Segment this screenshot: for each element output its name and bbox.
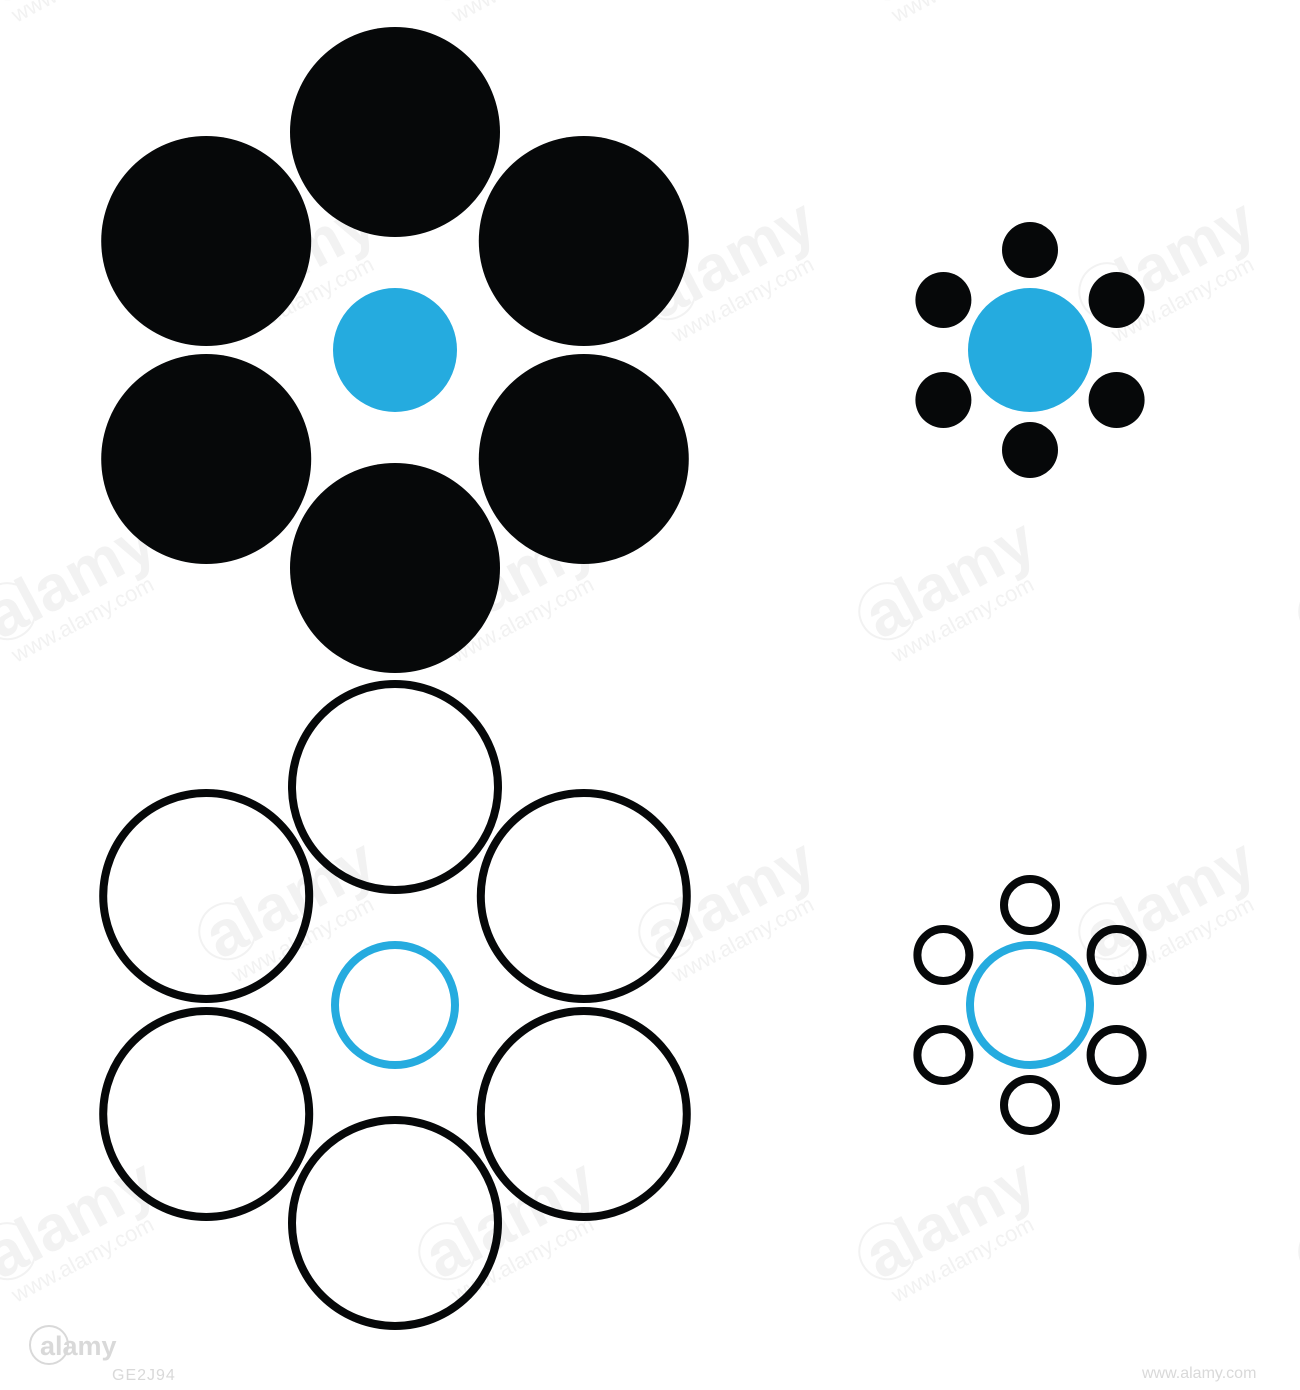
watermark-main: alamy xyxy=(1293,1143,1300,1292)
watermark-stamp: alamywww.alamy.com xyxy=(846,1143,1056,1312)
watermark-sub: www.alamy.com xyxy=(886,0,1038,28)
illusion-layer xyxy=(101,27,1144,1326)
top-left-filled-surround-circle xyxy=(479,354,689,564)
top-left-filled-surround-circle xyxy=(101,354,311,564)
top-left-filled-surround-circle xyxy=(479,136,689,346)
top-right-filled-surround-circle xyxy=(1002,222,1058,278)
watermark-main: alamy xyxy=(413,0,607,12)
top-left-filled-center-circle xyxy=(333,288,457,412)
watermark-a-ring xyxy=(1289,0,1300,9)
top-right-filled-surround-circle xyxy=(915,372,971,428)
watermark-stamp: alamywww.alamy.com xyxy=(406,1143,616,1312)
bottom-left-outline-surround-circle xyxy=(103,1011,309,1217)
watermark-stamp: alamywww.alamy.com xyxy=(406,0,616,33)
watermark-stamp: alamywww.alamy.com xyxy=(1066,183,1276,352)
watermark-sub: www.alamy.com xyxy=(6,0,158,28)
watermark-stamp: alamywww.alamy.com xyxy=(1286,0,1300,33)
watermark-sub: www.alamy.com xyxy=(446,0,598,28)
watermark-stamp: alamywww.alamy.com xyxy=(0,1143,176,1312)
top-right-filled-surround-circle xyxy=(1089,272,1145,328)
watermark-stamp: alamywww.alamy.com xyxy=(1286,1143,1300,1312)
bottom-right-outline-center-circle xyxy=(970,945,1090,1065)
watermark-main: alamy xyxy=(1293,0,1300,12)
bottom-right-outline-surround-circle xyxy=(917,1029,969,1081)
ebbinghaus-illusion-diagram: alamywww.alamy.comalamywww.alamy.comalam… xyxy=(0,0,1300,1390)
top-left-filled-surround-circle xyxy=(290,463,500,673)
watermark-stamp: alamywww.alamy.com xyxy=(846,0,1056,33)
top-right-filled-surround-circle xyxy=(915,272,971,328)
top-right-filled-center-circle xyxy=(968,288,1092,412)
footer-url: www.alamy.com xyxy=(1141,1365,1256,1382)
watermark-main: alamy xyxy=(853,0,1047,12)
footer-brand: alamy xyxy=(40,1331,117,1361)
watermark-main: alamy xyxy=(1293,503,1300,652)
top-left-filled-surround-circle xyxy=(290,27,500,237)
bottom-right-outline-surround-circle xyxy=(1004,1079,1056,1131)
top-right-filled-surround-circle xyxy=(1002,422,1058,478)
bottom-left-outline xyxy=(103,684,687,1326)
bottom-right-outline-surround-circle xyxy=(917,929,969,981)
top-right-filled-surround-circle xyxy=(1089,372,1145,428)
watermark-stamp: alamywww.alamy.com xyxy=(186,823,396,992)
bottom-right-outline-surround-circle xyxy=(1091,1029,1143,1081)
watermark-stamp: alamywww.alamy.com xyxy=(1286,503,1300,672)
footer-image-id: GE2J94 xyxy=(112,1367,176,1384)
bottom-right-outline-surround-circle xyxy=(1004,879,1056,931)
bottom-left-outline-surround-circle xyxy=(292,684,498,890)
top-left-filled-surround-circle xyxy=(101,136,311,346)
watermark-stamp: alamywww.alamy.com xyxy=(0,0,176,33)
watermark-stamp: alamywww.alamy.com xyxy=(846,503,1056,672)
top-left-filled xyxy=(101,27,689,673)
bottom-left-outline-center-circle xyxy=(335,945,455,1065)
